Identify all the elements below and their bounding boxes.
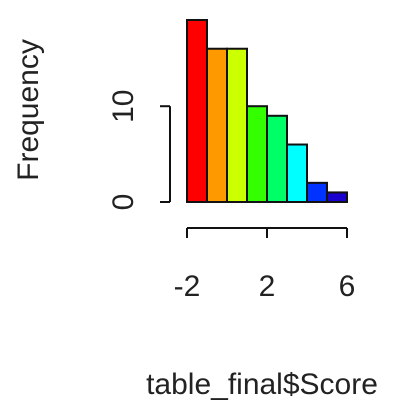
y-axis-label: Frequency: [12, 39, 45, 181]
y-tick-label: 10: [107, 90, 140, 123]
bar: [326, 191, 348, 203]
y-tick-label: 0: [107, 194, 140, 211]
bar: [186, 19, 208, 203]
bar: [206, 47, 228, 203]
x-tick-label: 2: [259, 270, 276, 303]
x-tick-label: -2: [174, 270, 201, 303]
x-tick-label: 6: [339, 270, 356, 303]
bar: [306, 181, 328, 203]
bar: [226, 47, 248, 203]
bar: [246, 105, 268, 203]
x-axis-label: table_final$Score: [146, 368, 378, 401]
bar: [266, 114, 288, 203]
bar: [286, 143, 308, 204]
